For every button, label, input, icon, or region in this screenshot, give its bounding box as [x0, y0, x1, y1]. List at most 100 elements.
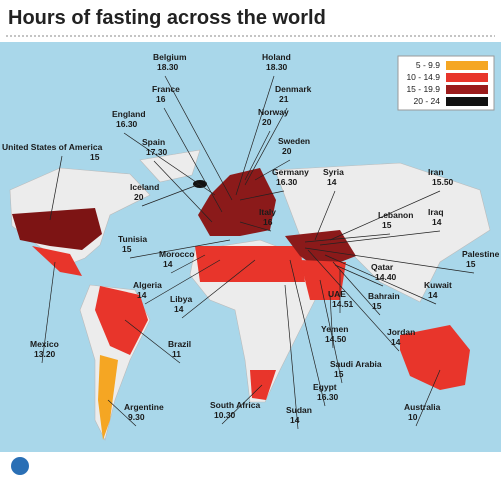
- leader-line: [314, 190, 336, 241]
- leader-line: [239, 221, 272, 232]
- country-name: South Africa: [210, 400, 260, 410]
- leader-line: [235, 75, 275, 196]
- leader-line: [319, 279, 343, 384]
- country-name: Holand: [262, 52, 291, 62]
- leader-line: [284, 284, 299, 430]
- leader-line: [289, 259, 326, 407]
- leader-line: [153, 160, 213, 223]
- leader-line: [415, 369, 441, 427]
- country-name: UAE: [328, 289, 346, 299]
- leader-line: [319, 230, 441, 246]
- leader-line: [221, 384, 263, 425]
- argentina: [98, 355, 118, 440]
- leader-line: [334, 264, 384, 287]
- country-hours: 14: [428, 290, 438, 300]
- country-hours: 20: [134, 192, 144, 202]
- leader-line: [144, 259, 221, 305]
- country-name: Belgium: [153, 52, 187, 62]
- europe: [198, 168, 276, 236]
- country-name: Germany: [272, 167, 309, 177]
- country-hours: 14: [290, 415, 300, 425]
- country-name: Sudan: [286, 405, 312, 415]
- mexico: [32, 246, 82, 276]
- legend-swatch: [446, 73, 488, 82]
- country-hours: 16: [263, 217, 273, 227]
- legend-swatch: [446, 61, 488, 70]
- leader-line: [124, 319, 181, 364]
- country-name: Argentine: [124, 402, 164, 412]
- leader-line: [239, 190, 285, 201]
- country-hours: 16: [156, 94, 166, 104]
- country-hours: 11: [172, 349, 181, 359]
- country-hours: 16.30: [276, 177, 298, 187]
- country-hours: 15: [334, 369, 344, 379]
- country-hours: 10: [408, 412, 418, 422]
- legend-swatch: [446, 97, 488, 106]
- leader-line: [163, 107, 223, 213]
- usa: [12, 208, 102, 250]
- leader-line: [181, 259, 256, 319]
- country-name: Yemen: [321, 324, 348, 334]
- leader-line: [254, 159, 291, 181]
- country-hours: 15: [466, 259, 476, 269]
- country-name: Libya: [170, 294, 192, 304]
- leader-line: [304, 247, 475, 274]
- country-hours: 14: [174, 304, 184, 314]
- legend-swatch: [446, 85, 488, 94]
- leader-line: [307, 249, 400, 352]
- country-name: Saudi Arabia: [330, 359, 382, 369]
- country-hours: 16.30: [116, 119, 138, 129]
- country-hours: 18.30: [266, 62, 288, 72]
- leader-line: [49, 155, 63, 221]
- legend-label: 5 - 9.9: [416, 60, 440, 70]
- country-hours: 14: [432, 217, 442, 227]
- leader-line: [324, 254, 437, 305]
- country-name: Brazil: [168, 339, 191, 349]
- country-name: Palestine: [462, 249, 500, 259]
- greenland: [139, 149, 201, 183]
- country-hours: 15.50: [432, 177, 454, 187]
- leader-line: [304, 233, 391, 243]
- leader-line: [129, 239, 231, 259]
- country-hours: 14: [327, 177, 337, 187]
- leader-line: [141, 183, 201, 207]
- country-hours: 14: [163, 259, 173, 269]
- brazil: [95, 286, 148, 355]
- country-name: Tunisia: [118, 234, 147, 244]
- logo: [11, 457, 29, 475]
- leader-line: [107, 399, 137, 427]
- arabia: [300, 260, 346, 300]
- country-hours: 17.30: [146, 147, 168, 157]
- country-hours: 15: [122, 244, 132, 254]
- country-hours: 15: [372, 301, 382, 311]
- leader-line: [41, 261, 56, 364]
- leader-line: [170, 254, 206, 274]
- country-hours: 13.20: [34, 349, 56, 359]
- country-name: Spain: [142, 137, 165, 147]
- country-hours: 14: [391, 337, 401, 347]
- australia: [400, 325, 470, 390]
- legend-label: 20 - 24: [414, 96, 441, 106]
- south-africa: [250, 370, 276, 400]
- country-hours: 14.50: [325, 334, 347, 344]
- country-name: Algeria: [133, 280, 162, 290]
- country-name: Iran: [428, 167, 444, 177]
- country-name: England: [112, 109, 146, 119]
- country-hours: 14.51: [332, 299, 354, 309]
- leader-line: [244, 130, 271, 181]
- country-hours: 18.30: [157, 62, 179, 72]
- country-name: Syria: [323, 167, 344, 177]
- country-hours: 15: [382, 220, 392, 230]
- country-name: United States of America: [2, 142, 103, 152]
- country-name: Lebanon: [378, 210, 413, 220]
- country-name: Kuwait: [424, 280, 452, 290]
- country-name: Sweden: [278, 136, 310, 146]
- country-name: Bahrain: [368, 291, 400, 301]
- country-hours: 20: [262, 117, 272, 127]
- country-hours: 16.30: [317, 392, 339, 402]
- country-name: Qatar: [371, 262, 394, 272]
- country-name: Iceland: [130, 182, 159, 192]
- leader-line: [123, 132, 216, 196]
- country-name: Iraq: [428, 207, 444, 217]
